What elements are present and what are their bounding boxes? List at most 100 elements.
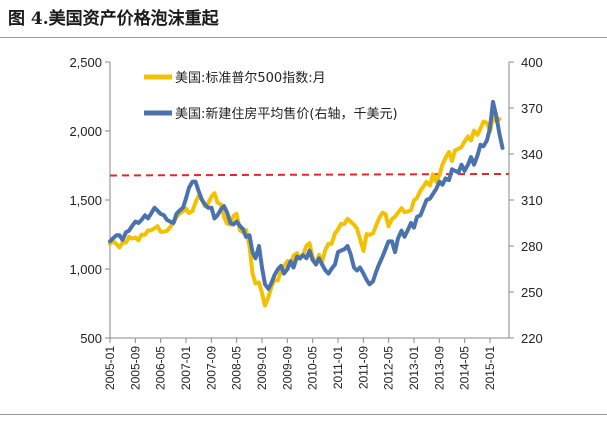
data-point-home-price	[251, 251, 254, 253]
data-point-sp500	[223, 216, 225, 218]
data-point-home-price	[204, 203, 206, 206]
data-point-home-price	[289, 260, 292, 263]
data-point-home-price	[242, 228, 244, 230]
data-point-sp500	[429, 184, 431, 187]
data-point-sp500	[438, 174, 441, 176]
data-point-sp500	[131, 237, 133, 240]
data-point-sp500	[463, 140, 466, 143]
data-point-sp500	[318, 254, 320, 256]
x-tick-label: 2009-09	[280, 346, 294, 390]
data-point-sp500	[353, 223, 355, 226]
legend: 美国:标准普尔500指数:月 美国:新建住房平均售价(右轴，千美元)	[144, 71, 398, 122]
legend-label-sp500: 美国:标准普尔500指数:月	[175, 71, 326, 86]
x-tick-label: 2007-09	[204, 346, 218, 390]
data-point-sp500	[410, 209, 412, 211]
data-point-home-price	[324, 269, 327, 272]
data-point-home-price	[188, 186, 190, 189]
data-point-home-price	[185, 197, 187, 200]
data-point-home-price	[201, 199, 203, 201]
data-point-home-price	[137, 222, 140, 224]
data-point-home-price	[444, 177, 447, 180]
x-tick-label: 2013-09	[432, 346, 446, 390]
data-point-home-price	[391, 240, 393, 243]
data-point-sp500	[498, 118, 501, 120]
data-point-home-price	[283, 272, 285, 275]
data-point-sp500	[343, 223, 346, 225]
data-point-sp500	[372, 232, 374, 235]
data-point-home-price	[486, 139, 488, 141]
data-point-sp500	[163, 230, 165, 233]
data-point-home-price	[169, 220, 171, 223]
data-point-sp500	[337, 228, 339, 231]
data-point-sp500	[166, 230, 168, 232]
data-point-home-price	[163, 214, 165, 217]
data-point-home-price	[394, 251, 396, 253]
data-point-home-price	[441, 183, 444, 186]
data-point-home-price	[302, 254, 304, 256]
right-tick-label: 400	[521, 55, 543, 70]
right-tick-label: 220	[521, 331, 543, 346]
data-point-home-price	[365, 278, 368, 281]
data-point-sp500	[425, 181, 428, 183]
data-point-home-price	[425, 199, 428, 201]
data-point-sp500	[400, 207, 403, 209]
data-point-sp500	[346, 218, 349, 220]
left-tick-label: 2,000	[69, 124, 102, 139]
data-point-home-price	[131, 225, 133, 227]
data-point-home-price	[220, 208, 222, 210]
data-point-sp500	[235, 213, 238, 215]
data-point-home-price	[315, 263, 317, 266]
data-point-home-price	[191, 180, 194, 183]
data-point-home-price	[498, 133, 501, 135]
data-point-sp500	[394, 215, 396, 218]
data-point-sp500	[188, 212, 190, 214]
data-point-home-price	[115, 234, 118, 237]
data-point-home-price	[359, 266, 361, 269]
data-point-home-price	[125, 231, 127, 233]
data-point-home-price	[140, 219, 143, 221]
data-point-home-price	[229, 222, 232, 224]
data-point-home-price	[311, 259, 314, 261]
x-tick-label: 2013-01	[407, 346, 421, 390]
data-point-home-price	[318, 257, 320, 260]
data-point-sp500	[134, 236, 137, 239]
data-point-sp500	[254, 282, 257, 285]
data-point-home-price	[153, 206, 156, 209]
data-point-home-price	[159, 213, 162, 215]
x-tick-label: 2008-05	[230, 346, 244, 390]
data-point-home-price	[144, 214, 146, 217]
data-point-home-price	[286, 268, 289, 270]
data-point-home-price	[226, 211, 228, 214]
data-point-sp500	[296, 252, 298, 254]
data-point-home-price	[299, 257, 301, 260]
data-point-sp500	[216, 201, 219, 204]
data-point-sp500	[451, 160, 453, 162]
data-point-home-price	[210, 206, 213, 209]
right-tick-label: 250	[521, 285, 543, 300]
data-point-home-price	[387, 240, 390, 243]
data-point-home-price	[172, 222, 175, 224]
data-point-home-price	[413, 226, 415, 229]
series-layer	[108, 99, 505, 308]
data-point-sp500	[264, 304, 266, 307]
data-point-home-price	[467, 163, 469, 166]
data-point-home-price	[245, 236, 247, 238]
data-point-sp500	[479, 127, 482, 130]
data-point-sp500	[305, 244, 308, 247]
x-tick-label: 2011-09	[356, 346, 370, 389]
data-point-home-price	[261, 266, 263, 269]
data-point-home-price	[327, 272, 330, 275]
data-point-sp500	[258, 281, 260, 284]
data-point-sp500	[125, 241, 127, 244]
data-point-home-price	[223, 205, 225, 207]
data-point-home-price	[489, 127, 491, 129]
data-point-sp500	[368, 234, 371, 236]
data-point-sp500	[128, 235, 130, 238]
data-point-home-price	[305, 257, 308, 260]
data-point-home-price	[384, 248, 387, 250]
data-point-home-price	[375, 271, 377, 273]
data-point-home-price	[280, 265, 282, 267]
data-point-home-price	[381, 255, 384, 258]
data-point-sp500	[441, 163, 444, 166]
